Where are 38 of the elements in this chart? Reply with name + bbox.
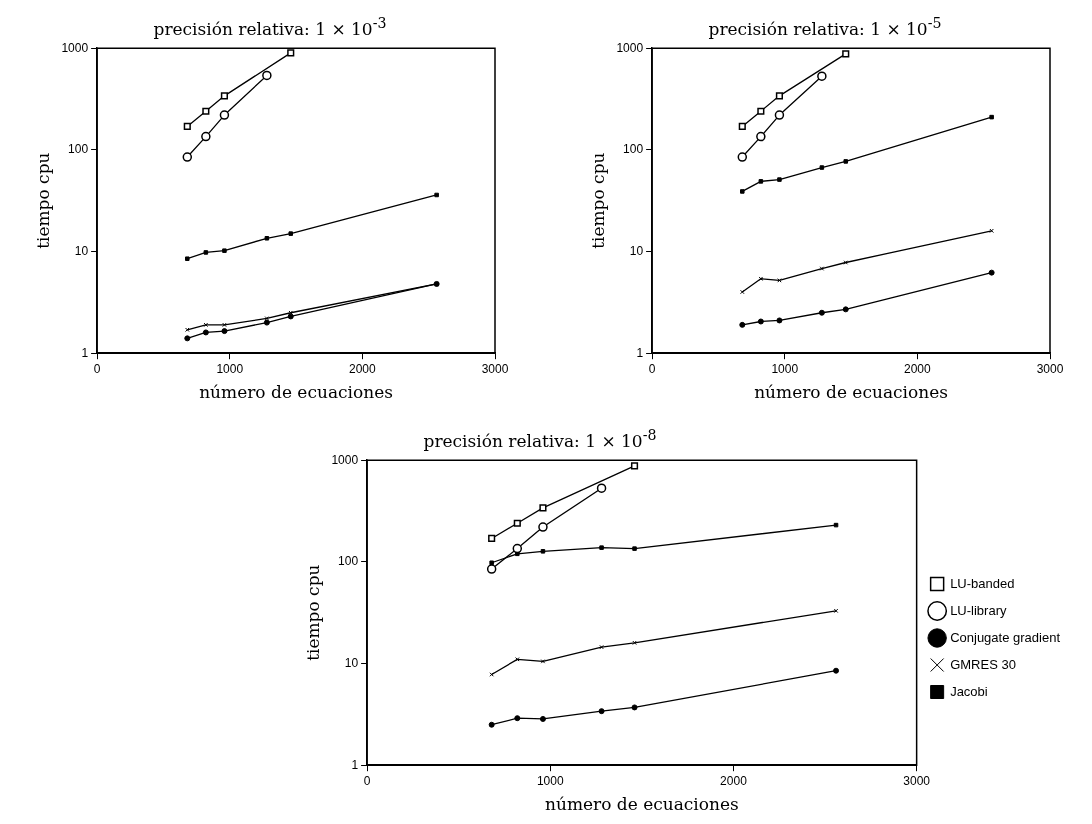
y-tick-label: 10 — [74, 243, 89, 258]
x-tick-label: 3000 — [1036, 361, 1064, 376]
y-tick-label: 1 — [81, 345, 89, 360]
x-tick-label: 1000 — [216, 361, 244, 376]
x-tick-label: 1000 — [771, 361, 799, 376]
y-tick-label: 10 — [344, 655, 359, 670]
y-tick-label: 1000 — [616, 40, 644, 55]
legend-label: GMRES 30 — [950, 656, 1016, 672]
x-tick-label: 3000 — [481, 361, 509, 376]
legend-label: LU-banded — [950, 575, 1015, 591]
x-tick-label: 0 — [648, 361, 656, 376]
x-axis-title: número de ecuaciones — [199, 382, 393, 403]
legend-label: Jacobi — [950, 683, 988, 699]
x-axis-title: número de ecuaciones — [754, 382, 948, 403]
legend-label: Conjugate gradient — [950, 629, 1061, 645]
x-tick-label: 2000 — [904, 361, 932, 376]
x-tick-label: 0 — [363, 773, 371, 788]
y-tick-label: 100 — [338, 554, 359, 569]
y-tick-label: 100 — [68, 142, 89, 157]
y-tick-label: 100 — [623, 142, 644, 157]
x-tick-label: 2000 — [349, 361, 377, 376]
x-tick-label: 3000 — [903, 773, 931, 788]
y-axis-title: tiempo cpu — [302, 564, 323, 661]
y-tick-label: 10 — [629, 243, 644, 258]
y-tick-label: 1 — [351, 757, 359, 772]
x-tick-label: 1000 — [536, 773, 564, 788]
chart-title: precisión relativa: 1 × 10$^{-8}$ — [422, 426, 658, 451]
y-axis-title: tiempo cpu — [587, 152, 608, 249]
x-tick-label: 0 — [93, 361, 101, 376]
x-axis-title: número de ecuaciones — [544, 794, 739, 815]
chart-title: precisión relativa: 1 × 10$^{-3}$ — [152, 14, 388, 39]
y-tick-label: 1000 — [331, 452, 359, 467]
y-tick-label: 1000 — [61, 40, 89, 55]
x-tick-label: 2000 — [720, 773, 748, 788]
y-tick-label: 1 — [636, 345, 644, 360]
legend-label: LU-library — [950, 602, 1007, 618]
chart-title: precisión relativa: 1 × 10$^{-5}$ — [707, 14, 943, 39]
y-axis-title: tiempo cpu — [32, 152, 53, 249]
